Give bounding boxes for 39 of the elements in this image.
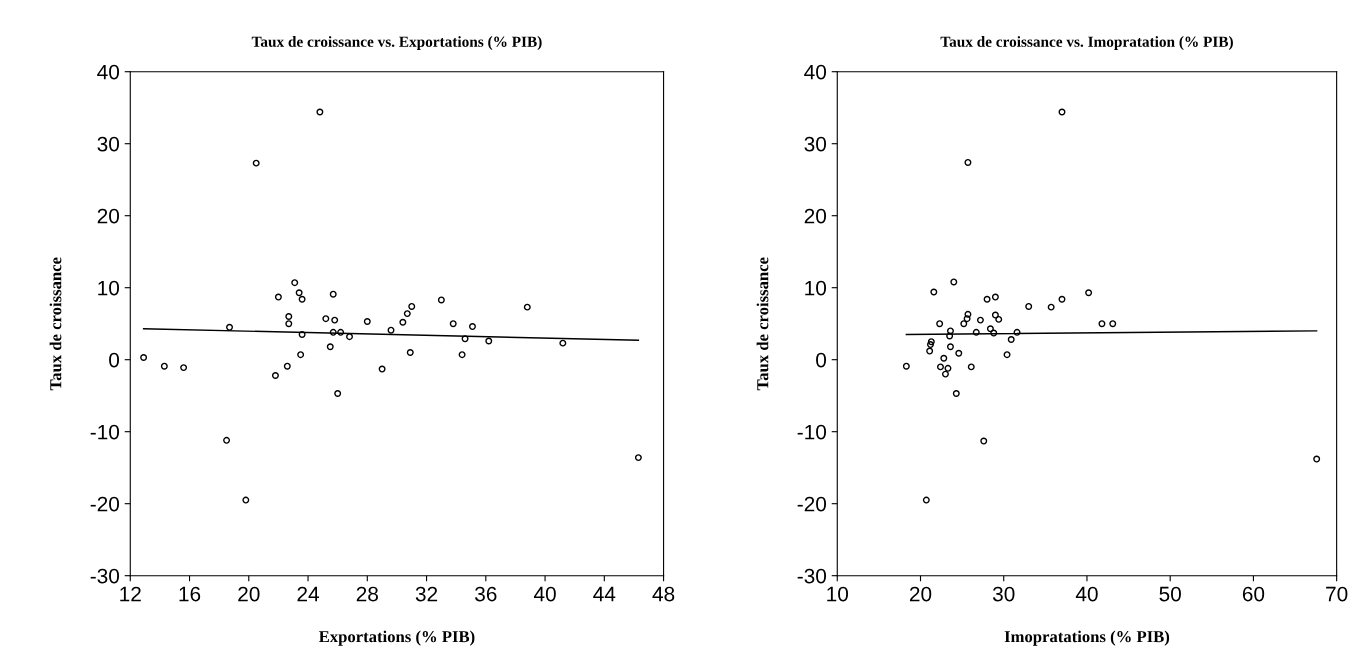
y-tick-label: 0	[816, 352, 827, 368]
y-tick-label: 40	[97, 64, 120, 80]
x-tick-label: 10	[827, 586, 849, 602]
x-tick-label: 20	[238, 586, 260, 602]
y-tick-label: -20	[797, 496, 827, 512]
x-tick-label: 12	[120, 586, 141, 602]
y-tick-label: 0	[109, 352, 120, 368]
x-tick-label: 50	[1159, 586, 1181, 602]
x-tick-label: 60	[1242, 586, 1265, 602]
x-tick-label: 40	[1075, 586, 1098, 602]
x-tick-label: 32	[415, 586, 438, 602]
x-tick-label: 30	[992, 586, 1015, 602]
x-tick-label: 16	[179, 586, 201, 602]
y-tick-label: -10	[90, 424, 120, 440]
y-tick-label: 10	[98, 280, 120, 296]
y-tick-label: -20	[90, 496, 120, 512]
y-tick-label: 40	[804, 64, 827, 80]
x-tick-label: 70	[1326, 586, 1348, 602]
chart-title: Taux de croissance vs. Exportations (% PIB)	[251, 36, 542, 50]
chart-title: Taux de croissance vs. Imopratation (% PIB)	[940, 36, 1233, 50]
x-tick-label: 40	[533, 586, 556, 602]
x-tick-label: 24	[297, 586, 320, 602]
x-tick-label: 28	[356, 586, 378, 602]
y-tick-label: 30	[97, 136, 120, 152]
y-tick-label: -10	[797, 424, 827, 440]
y-tick-label: 10	[805, 280, 827, 296]
x-tick-label: 44	[593, 586, 616, 602]
x-axis-title: Imopratations (% PIB)	[1004, 630, 1170, 646]
y-axis-title: Taux de croissance	[49, 257, 62, 391]
y-tick-label: 20	[97, 208, 120, 224]
y-tick-label: -30	[90, 568, 120, 584]
x-tick-label: 48	[652, 586, 675, 602]
y-axis-title: Taux de croissance	[756, 257, 769, 391]
y-tick-label: -30	[797, 568, 827, 584]
x-axis-title: Exportations (% PIB)	[318, 630, 475, 646]
y-tick-label: 30	[804, 136, 827, 152]
y-tick-label: 20	[804, 208, 827, 224]
x-tick-label: 20	[909, 586, 932, 602]
x-tick-label: 36	[475, 586, 497, 602]
